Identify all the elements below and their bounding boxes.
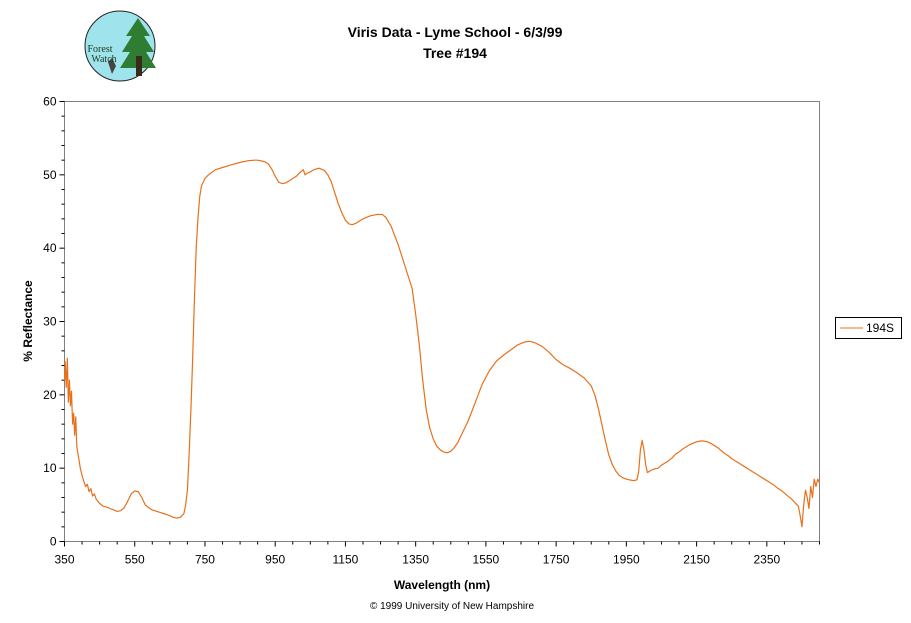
y-tick-label: 10 bbox=[43, 461, 57, 475]
x-tick-label: 950 bbox=[265, 553, 285, 567]
y-axis: 0 10 20 30 40 50 60 bbox=[43, 95, 65, 549]
series-line-194S bbox=[63, 159, 821, 528]
x-tick-label: 350 bbox=[54, 553, 74, 567]
legend-label: 194S bbox=[866, 321, 894, 335]
chart-subtitle: Tree #194 bbox=[423, 45, 487, 61]
y-tick-label: 0 bbox=[50, 535, 57, 549]
x-tick-label: 1550 bbox=[473, 553, 500, 567]
x-tick-label: 1950 bbox=[613, 553, 640, 567]
logo-text-2: Watch bbox=[91, 54, 116, 65]
y-tick-label: 50 bbox=[43, 168, 57, 182]
x-tick-label: 2350 bbox=[753, 553, 780, 567]
x-tick-label: 1750 bbox=[543, 553, 570, 567]
chart-title: Viris Data - Lyme School - 6/3/99 bbox=[348, 24, 563, 40]
x-axis: 350 550 750 950 1150 1350 1550 1750 1950 2150 2350 bbox=[54, 541, 820, 567]
x-tick-label: 2150 bbox=[683, 553, 710, 567]
plot-area bbox=[64, 101, 820, 542]
x-tick-label: 1150 bbox=[333, 553, 359, 567]
x-axis-title: Wavelength (nm) bbox=[394, 578, 490, 592]
copyright-text: © 1999 University of New Hampshire bbox=[370, 601, 535, 612]
y-tick-label: 40 bbox=[43, 241, 57, 255]
y-tick-label: 30 bbox=[43, 315, 57, 329]
y-tick-label: 20 bbox=[43, 388, 57, 402]
logo-text-1: Forest bbox=[88, 44, 113, 55]
y-tick-label: 60 bbox=[43, 95, 57, 109]
forest-watch-logo: Forest Watch bbox=[84, 10, 156, 82]
legend-box bbox=[835, 317, 902, 339]
x-tick-label: 750 bbox=[195, 553, 215, 567]
x-tick-label: 550 bbox=[125, 553, 145, 567]
x-tick-label: 1350 bbox=[402, 553, 429, 567]
y-axis-title: % Reflectance bbox=[21, 280, 35, 362]
series-layer bbox=[63, 159, 821, 528]
legend: 194S bbox=[835, 317, 902, 339]
